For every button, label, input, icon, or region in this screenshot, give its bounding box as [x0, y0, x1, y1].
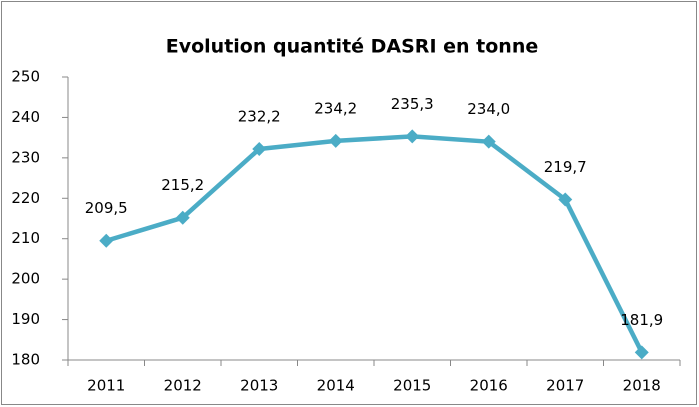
y-tick-label: 250 — [11, 68, 40, 86]
marker — [99, 233, 114, 248]
data-label: 215,2 — [161, 176, 204, 194]
x-tick-label: 2012 — [164, 377, 202, 395]
x-tick-label: 2015 — [393, 377, 431, 395]
x-tick-label: 2011 — [87, 377, 125, 395]
line — [105, 134, 644, 354]
y-tick-label: 230 — [11, 148, 40, 166]
data-label: 232,2 — [238, 107, 281, 125]
x-tick-label: 2013 — [240, 377, 278, 395]
data-label: 235,3 — [391, 95, 434, 113]
marker — [175, 210, 190, 225]
y-tick-label: 220 — [11, 189, 40, 207]
marker — [634, 345, 649, 360]
y-tick-label: 180 — [11, 351, 40, 369]
data-label: 209,5 — [85, 199, 128, 217]
marker — [252, 141, 267, 156]
data-label: 219,7 — [544, 158, 587, 176]
y-tick-label: 210 — [11, 229, 40, 247]
data-label: 234,2 — [314, 99, 357, 117]
marker — [405, 129, 420, 144]
chart-title: Evolution quantité DASRI en tonne — [166, 36, 538, 58]
x-tick-label: 2018 — [623, 377, 661, 395]
marker — [328, 133, 343, 148]
marker — [558, 192, 573, 207]
x-tick-label: 2014 — [317, 377, 355, 395]
y-tick-label: 200 — [11, 270, 40, 288]
data-label: 181,9 — [620, 311, 663, 329]
x-tick-label: 2016 — [470, 377, 508, 395]
x-tick-label: 2017 — [546, 377, 584, 395]
marker — [481, 134, 496, 149]
y-tick-label: 240 — [11, 108, 40, 126]
y-tick-label: 190 — [11, 310, 40, 328]
data-label: 234,0 — [467, 100, 510, 118]
